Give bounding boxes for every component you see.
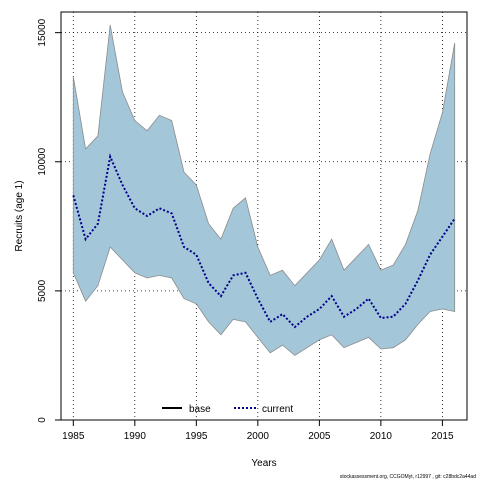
legend: base current [162,404,293,415]
legend-current-label: current [262,404,293,415]
y-axis: 0 5000 10000 15000 [37,18,61,423]
y-axis-title: Recruits (age 1) [14,180,25,251]
x-tick-label-1: 1990 [124,431,147,442]
y-tick-label-2: 10000 [37,147,48,175]
x-tick-label-2: 1995 [185,431,208,442]
y-tick-label-1: 5000 [37,279,48,302]
x-tick-label-0: 1985 [62,431,85,442]
x-axis: 1985 1990 1995 2000 2005 2010 2015 [62,420,454,442]
x-axis-title: Years [251,458,276,469]
confidence-band [72,24,456,356]
x-tick-label-4: 2005 [308,431,331,442]
y-tick-label-0: 0 [37,417,48,423]
x-tick-label-3: 2000 [247,431,270,442]
y-tick-label-3: 15000 [37,18,48,46]
footnote: stockassessment.org, CCGOMyt, r12997 , g… [340,474,476,480]
x-tick-label-6: 2015 [431,431,454,442]
series-current-line [72,153,456,329]
plot-area-border [60,11,468,421]
legend-base-label: base [189,404,211,415]
x-tick-label-5: 2010 [370,431,393,442]
